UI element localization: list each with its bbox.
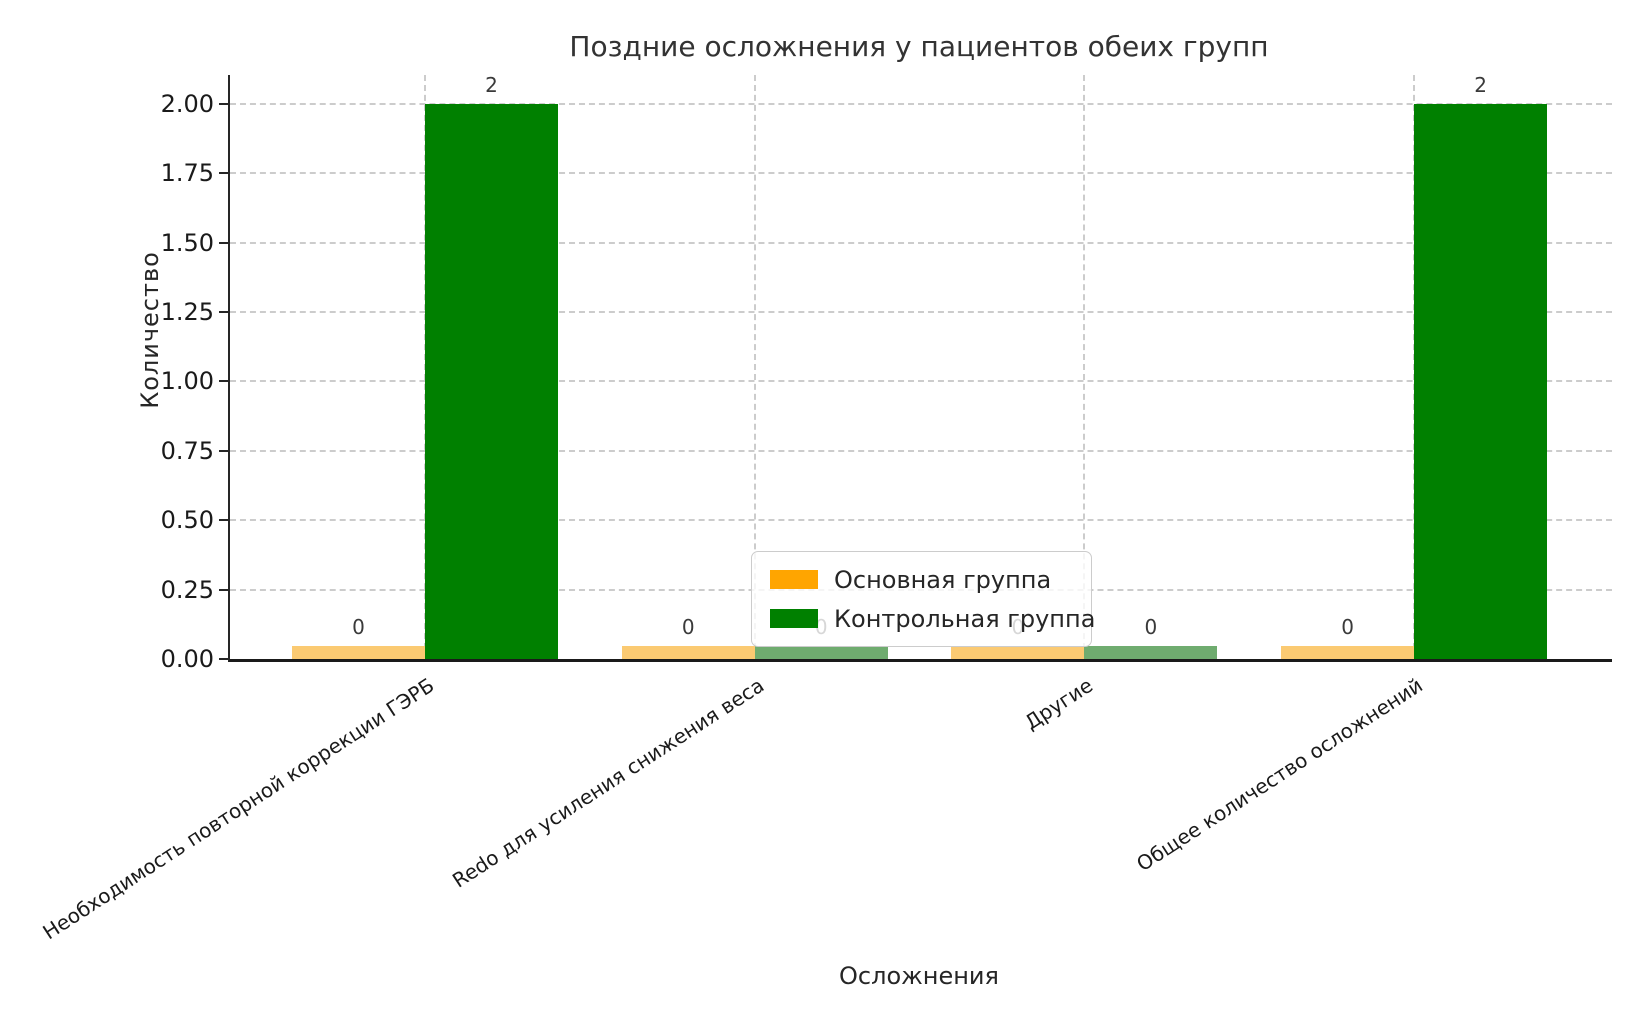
v-gridline <box>1083 75 1086 659</box>
x-axis-label: Осложнения <box>839 962 999 990</box>
y-tick-label: 0.50 <box>160 506 214 535</box>
h-gridline <box>230 449 1612 452</box>
y-tick-label: 0.75 <box>160 436 214 465</box>
bar-main-group <box>1281 646 1415 659</box>
x-category-label: Redo для усиления снижения веса <box>447 673 768 893</box>
bar-main-group <box>951 646 1085 659</box>
bar-control-group <box>1084 646 1218 659</box>
y-tick-label: 0.25 <box>160 575 214 604</box>
y-tick-mark <box>219 380 228 383</box>
legend-label: Контрольная группа <box>834 604 1096 633</box>
h-gridline <box>230 519 1612 522</box>
v-gridline <box>753 75 756 659</box>
bar-value-label: 0 <box>1144 615 1158 639</box>
y-tick-label: 1.50 <box>160 228 214 257</box>
y-tick-mark <box>219 658 228 660</box>
chart-title: Поздние осложнения у пациентов обеих гру… <box>569 30 1269 63</box>
x-category-label: Общее количество осложнений <box>1132 673 1428 877</box>
bar-control-group <box>754 646 888 659</box>
bar-value-label: 0 <box>352 615 365 639</box>
y-tick-mark <box>219 102 228 105</box>
h-gridline <box>230 311 1612 314</box>
bar-value-label: 0 <box>681 615 695 639</box>
bar-value-label: 2 <box>1474 72 1487 97</box>
legend-swatch-orange <box>770 570 818 589</box>
h-gridline <box>230 241 1612 244</box>
y-tick-mark <box>219 449 228 452</box>
y-tick-label: 1.75 <box>160 159 214 188</box>
y-tick-label: 0.00 <box>160 645 214 673</box>
y-tick-mark <box>219 519 228 522</box>
y-tick-mark <box>219 311 228 314</box>
y-tick-label: 2.00 <box>160 89 214 118</box>
y-tick-label: 1.25 <box>160 298 214 327</box>
h-gridline <box>230 172 1612 175</box>
x-category-label: Необходимость повторной коррекции ГЭРБ <box>38 673 439 945</box>
bar-control-group <box>1414 103 1548 659</box>
y-tick-mark <box>219 588 228 591</box>
y-tick-label: 1.00 <box>160 367 214 396</box>
legend: Основная группа Контрольная группа <box>751 551 1095 647</box>
legend-label: Основная группа <box>834 565 1052 594</box>
bar-value-label: 0 <box>1341 615 1354 639</box>
bar-main-group <box>292 646 425 659</box>
h-gridline <box>230 380 1612 383</box>
y-tick-mark <box>219 172 228 175</box>
h-gridline <box>230 102 1612 105</box>
x-category-label: Другие <box>1020 673 1098 735</box>
bar-value-label: 2 <box>485 72 498 97</box>
bar-main-group <box>621 646 755 659</box>
plot-area: 0.00 0.25 0.50 0.75 1.00 1.25 1.50 1.75 2.00 0 0 0 0… <box>38 72 1612 944</box>
y-tick-mark <box>219 241 228 244</box>
legend-swatch-green <box>770 609 818 628</box>
legend-item-main-group: Основная группа <box>770 566 1073 594</box>
legend-item-control-group: Контрольная группа <box>770 605 1095 633</box>
bar-control-group <box>425 103 558 659</box>
